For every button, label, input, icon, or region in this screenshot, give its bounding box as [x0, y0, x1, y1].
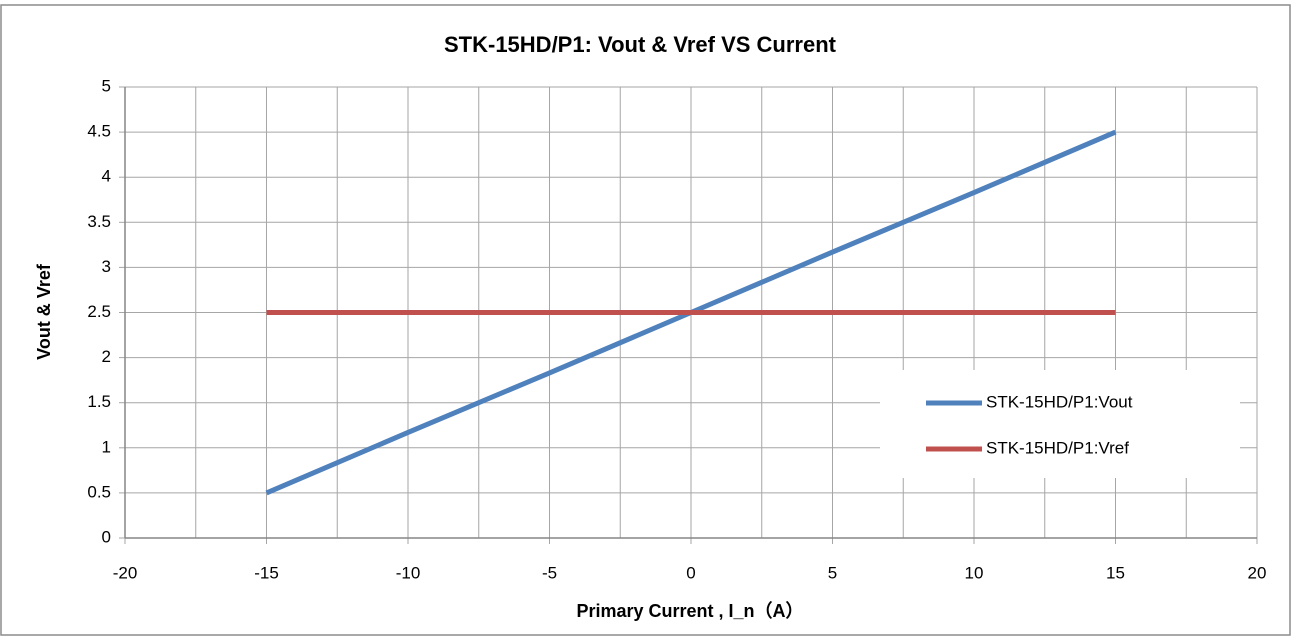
y-tick-label: 4 [102, 167, 111, 186]
y-tick-label: 0.5 [87, 482, 111, 501]
y-tick-label: 5 [102, 76, 111, 95]
x-tick-label: 15 [1106, 563, 1125, 582]
y-tick-label: 2.5 [87, 302, 111, 321]
y-tick-label: 1.5 [87, 392, 111, 411]
legend-label: STK-15HD/P1:Vref [986, 438, 1129, 457]
x-tick-label: 20 [1248, 563, 1267, 582]
x-axis-label: Primary Current , I_n（A） [576, 601, 803, 621]
chart-title: STK-15HD/P1: Vout & Vref VS Current [444, 32, 837, 57]
y-tick-label: 2 [102, 347, 111, 366]
x-tick-label: 5 [828, 563, 837, 582]
y-tick-label: 3 [102, 257, 111, 276]
y-tick-label: 4.5 [87, 122, 111, 141]
legend-box [880, 370, 1240, 478]
y-axis-label: Vout & Vref [34, 263, 54, 360]
x-tick-label: 10 [965, 563, 984, 582]
y-tick-label: 0 [102, 527, 111, 546]
chart-frame [0, 4, 1291, 636]
y-tick-label: 1 [102, 437, 111, 456]
x-tick-label: -10 [396, 563, 421, 582]
x-tick-label: 0 [686, 563, 695, 582]
y-tick-label: 3.5 [87, 212, 111, 231]
x-tick-label: -5 [542, 563, 557, 582]
legend-label: STK-15HD/P1:Vout [986, 392, 1133, 411]
x-tick-label: -15 [254, 563, 279, 582]
x-tick-label: -20 [113, 563, 138, 582]
